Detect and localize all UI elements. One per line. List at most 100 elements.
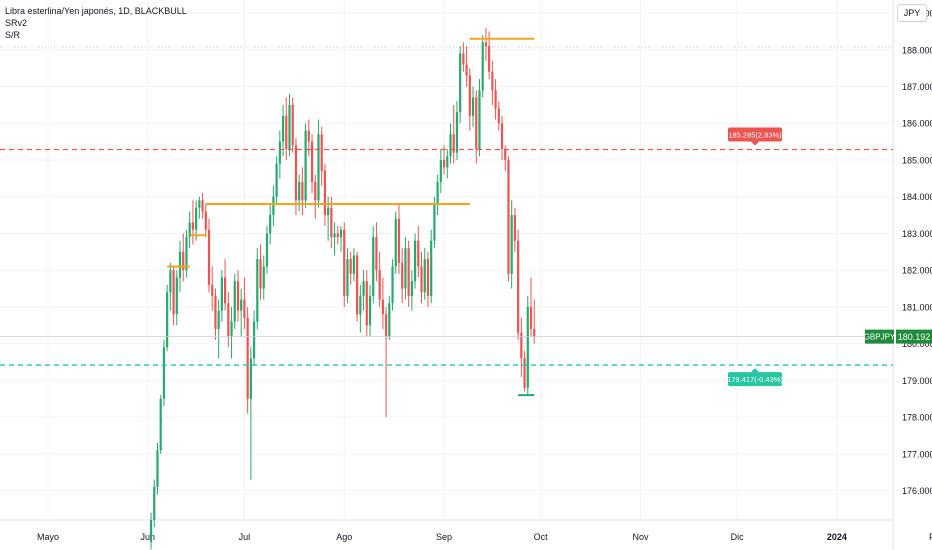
candle-body [484,42,488,47]
candle-body [510,215,513,274]
candle-body [375,237,378,271]
level-tag-box [728,372,782,387]
candle-body [372,237,375,296]
candle-body [359,295,362,315]
candle-body [336,233,339,238]
candle-body [243,299,246,318]
candle-body [430,240,433,296]
candle-body [330,207,333,238]
candle-body [162,347,166,399]
x-tick-label: Oct [534,532,549,542]
candle-body [294,145,298,201]
level-tag-pointer [751,368,759,373]
x-tick-label: Jul [239,532,251,542]
y-tick-label: 188.000 [902,45,932,55]
candle-body [365,281,368,326]
candle-body [529,306,533,329]
symbol-tag-box [865,329,894,344]
symbol-title[interactable]: Libra esterlina/Yen japonés, 1D, BLACKBU… [5,6,187,16]
candle-body [459,53,462,113]
x-tick-label: Jun [141,532,156,542]
candle-body [442,159,446,168]
candle-body [214,295,217,329]
level-tag-label: 179.417(-0.43%) [727,375,783,384]
y-tick-label: 184.000 [902,192,932,202]
candle-body [310,141,314,183]
y-tick-label: 185.000 [902,155,932,165]
candle-body [368,295,372,326]
level-tag-label: 185.285(2.83%) [728,131,782,140]
candle-body [401,262,404,289]
candle-body [220,277,223,311]
candle-body [169,270,172,293]
candle-body [423,259,426,293]
candle-body [520,332,523,359]
candle-body [236,281,240,311]
candle-body [500,123,504,149]
candle-body [455,112,459,153]
candle-body [191,222,194,230]
candle-body [385,314,388,337]
candle-body [362,281,365,296]
candle-body [333,233,336,238]
candle-body [211,284,214,296]
candle-body [468,75,471,116]
candle-body [449,134,452,157]
candle-body [217,310,220,329]
y-tick-label: 181.000 [902,302,932,312]
y-tick-label: 187.000 [902,82,932,92]
x-tick-label: Feb [929,532,932,542]
candle-body [185,237,188,271]
level-tag-box [728,127,782,142]
candle-body [391,266,394,304]
candle-body [285,115,288,149]
candle-body [452,134,455,153]
candle-body [349,259,352,274]
candle-body [426,259,430,296]
candle-body [249,358,252,399]
y-tick-label: 177.000 [902,449,932,459]
candle-body [314,182,317,201]
x-tick-label: 2024 [827,532,847,542]
chart-legend: Libra esterlina/Yen japonés, 1D, BLACKBU… [5,5,187,41]
candle-body [256,259,259,322]
candle-body [378,270,381,300]
y-tick-label: 178.000 [902,413,932,423]
candle-body [343,229,346,296]
y-tick-label: 186.000 [902,119,932,129]
candle-body [188,222,191,238]
candle-body [291,104,294,146]
candle-body [481,42,484,91]
candle-body [420,266,423,293]
candle-body [494,90,497,109]
currency-button[interactable]: JPY [897,4,927,22]
candle-body [172,270,175,315]
candle-body [346,259,349,296]
y-tick-label: 176.000 [902,486,932,496]
indicator-srv2[interactable]: SRv2 [5,18,28,28]
y-tick-label: 180.000 [902,339,932,349]
candle-body [288,104,291,149]
candle-body [233,281,236,322]
candle-body [488,46,491,72]
candle-body [298,182,301,201]
candle-body [272,196,275,216]
candle-body [513,215,516,241]
x-tick-label: Mayo [37,532,59,542]
candle-body [224,277,227,304]
candle-body [204,211,207,230]
level-tag-pointer [751,141,759,146]
candle-body [301,182,304,201]
candle-body [149,520,153,543]
indicator-sr[interactable]: S/R [5,30,21,40]
candle-body [175,277,178,315]
candle-body [404,248,407,289]
candle-body [246,317,249,399]
candle-body [504,148,507,160]
candle-body [275,163,278,197]
candle-body [388,303,391,337]
candle-body [465,64,468,76]
candle-body [269,215,272,234]
candle-body [394,218,397,267]
